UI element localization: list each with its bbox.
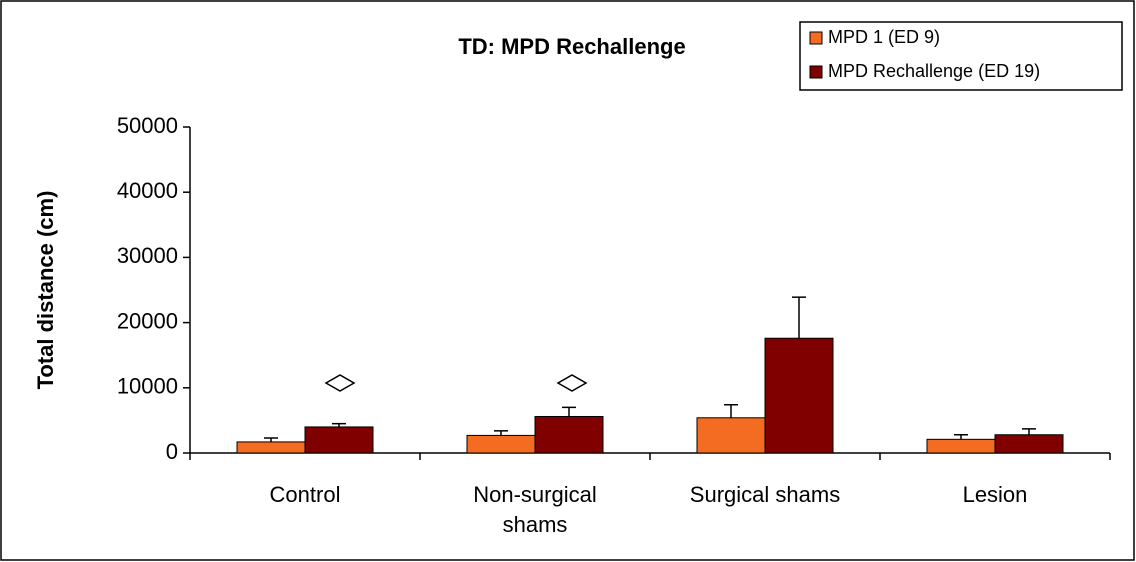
legend-swatch (809, 65, 823, 79)
chart-title: TD: MPD Rechallenge (458, 34, 685, 59)
legend-label: MPD 1 (ED 9) (828, 27, 940, 47)
bar (236, 441, 306, 454)
bar (926, 438, 996, 454)
bar (696, 417, 766, 454)
x-tick-label: Lesion (962, 482, 1028, 507)
x-tick-label: Surgical shams (689, 482, 841, 507)
y-tick-label: 0 (166, 439, 178, 464)
x-tick-label: Control (269, 482, 341, 507)
y-axis-label: Total distance (cm) (33, 191, 58, 390)
significance-marker (556, 374, 588, 392)
x-tick-label: Non-surgical shams (473, 482, 597, 537)
legend-swatch (809, 31, 823, 45)
significance-marker (324, 374, 356, 392)
bar (466, 434, 536, 454)
bar (534, 415, 604, 454)
y-tick-label: 40000 (117, 178, 178, 203)
bar (764, 337, 834, 454)
y-tick-label: 20000 (117, 308, 178, 333)
legend-label: MPD Rechallenge (ED 19) (828, 61, 1040, 81)
y-tick-label: 10000 (117, 374, 178, 399)
legend-box (799, 21, 1123, 91)
bar (304, 426, 374, 454)
y-tick-label: 30000 (117, 243, 178, 268)
y-tick-label: 50000 (117, 113, 178, 138)
bar (994, 434, 1064, 454)
